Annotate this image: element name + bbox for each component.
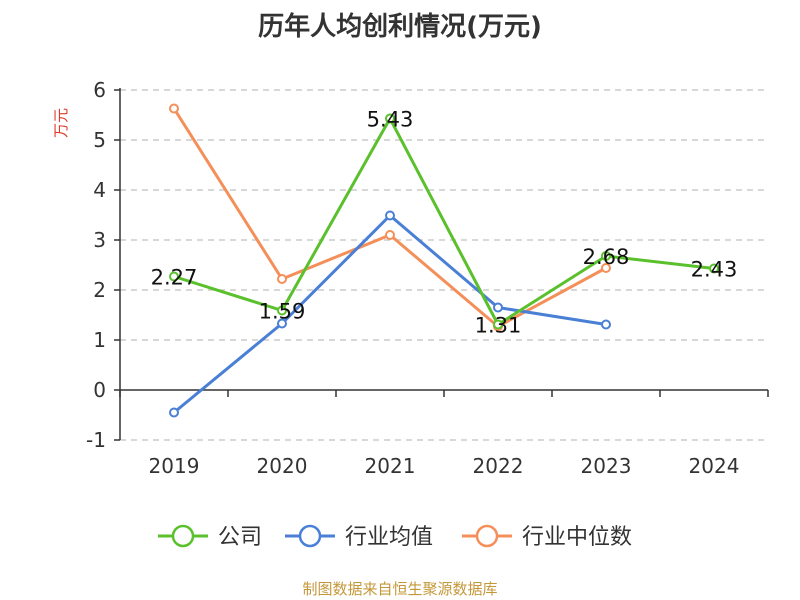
- grid-lines: [120, 89, 768, 441]
- legend-item: 公司: [158, 524, 262, 550]
- data-point: [493, 319, 503, 330]
- data-point: [169, 407, 179, 418]
- data-point: [277, 305, 287, 316]
- legend-label: 行业中位数: [522, 525, 632, 550]
- data-point: [709, 263, 719, 274]
- data-label: 2.43: [691, 258, 738, 282]
- data-label: 2.68: [583, 245, 630, 269]
- data-label: 5.43: [367, 108, 414, 132]
- source-footer: 制图数据来自恒生聚源数据库: [302, 580, 498, 598]
- data-point: [601, 319, 611, 330]
- x-tick-label: 2022: [473, 454, 524, 478]
- data-point: [601, 263, 611, 273]
- data-point: [385, 113, 395, 124]
- legend-marker: [171, 524, 195, 548]
- series-1: [169, 210, 611, 418]
- legend-marker: [475, 524, 499, 548]
- chart-title: 历年人均创利情况(万元): [258, 12, 542, 42]
- data-point: [385, 210, 395, 221]
- legend-item: 行业均值: [285, 524, 433, 550]
- series-line: [173, 117, 715, 326]
- data-labels: 2.27 1.59 5.43 1.31 2.68 2.43: [151, 108, 738, 338]
- y-tick-label: 1: [93, 328, 106, 352]
- y-tick-label: 2: [93, 278, 106, 302]
- legend-label: 公司: [218, 525, 262, 550]
- y-tick-label: 0: [93, 378, 106, 402]
- x-tick-label: 2024: [689, 454, 740, 478]
- data-point: [277, 318, 287, 329]
- series-0: [169, 113, 719, 330]
- legend: 公司 行业均值 行业中位数: [158, 524, 632, 550]
- legend-item: 行业中位数: [462, 524, 632, 550]
- y-tick-label: -1: [86, 428, 106, 452]
- data-point: [601, 251, 611, 261]
- x-tick-label: 2021: [365, 454, 416, 478]
- data-point: [385, 230, 395, 240]
- x-tick-label: 2023: [581, 454, 632, 478]
- series-line: [173, 214, 607, 414]
- data-label: 1.59: [259, 300, 306, 324]
- data-label: 1.31: [475, 314, 522, 338]
- y-axis-unit-label: 万元: [52, 108, 70, 138]
- axes: -1 0 1 2 3 4 5 6 2019 2020 2021 2022 2023 2024 万元: [52, 78, 769, 478]
- x-tick-label: 2020: [257, 454, 308, 478]
- y-tick-label: 5: [93, 128, 106, 152]
- y-tick-label: 4: [93, 178, 106, 202]
- y-tick-label: 6: [93, 78, 106, 102]
- data-point: [169, 103, 179, 114]
- y-tick-label: 3: [93, 228, 106, 252]
- data-point: [277, 274, 287, 284]
- legend-marker: [298, 524, 322, 548]
- data-point: [493, 302, 503, 313]
- data-label: 2.27: [151, 266, 198, 290]
- data-point: [169, 271, 179, 282]
- legend-label: 行业均值: [345, 525, 433, 550]
- x-tick-label: 2019: [149, 454, 200, 478]
